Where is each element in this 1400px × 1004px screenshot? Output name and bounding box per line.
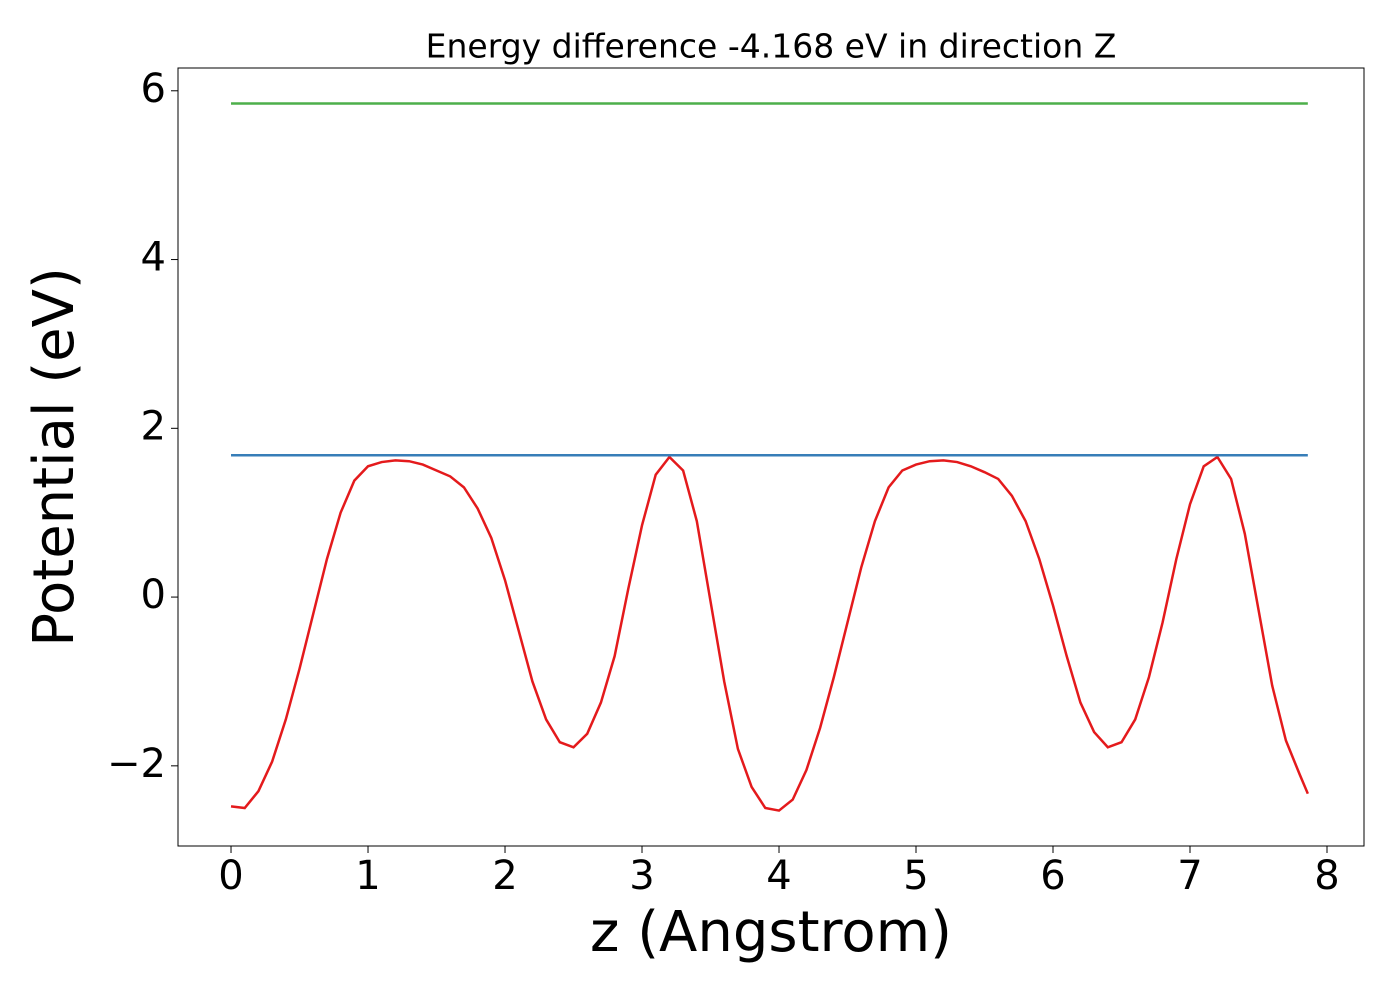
x-tick-label: 1 bbox=[355, 853, 380, 899]
x-tick-label: 2 bbox=[492, 853, 517, 899]
x-tick-label: 6 bbox=[1040, 853, 1065, 899]
plot-frame bbox=[177, 67, 1365, 847]
x-tick-label: 7 bbox=[1177, 853, 1202, 899]
y-axis-label: Potential (eV) bbox=[22, 267, 87, 647]
x-tick-label: 4 bbox=[766, 853, 791, 899]
y-tick-label: 0 bbox=[141, 572, 166, 618]
y-tick-label: 2 bbox=[141, 403, 166, 449]
y-tick-label: −2 bbox=[107, 741, 166, 787]
x-axis-label: z (Angstrom) bbox=[590, 900, 952, 965]
y-tick-label: 6 bbox=[141, 66, 166, 112]
x-tick-label: 3 bbox=[629, 853, 654, 899]
x-tick-label: 5 bbox=[903, 853, 928, 899]
line-series bbox=[230, 455, 1309, 812]
x-tick-label: 8 bbox=[1314, 853, 1339, 899]
x-tick-label: 0 bbox=[218, 853, 243, 899]
y-tick-label: 4 bbox=[141, 235, 166, 281]
chart-title: Energy difference -4.168 eV in direction… bbox=[426, 27, 1117, 66]
